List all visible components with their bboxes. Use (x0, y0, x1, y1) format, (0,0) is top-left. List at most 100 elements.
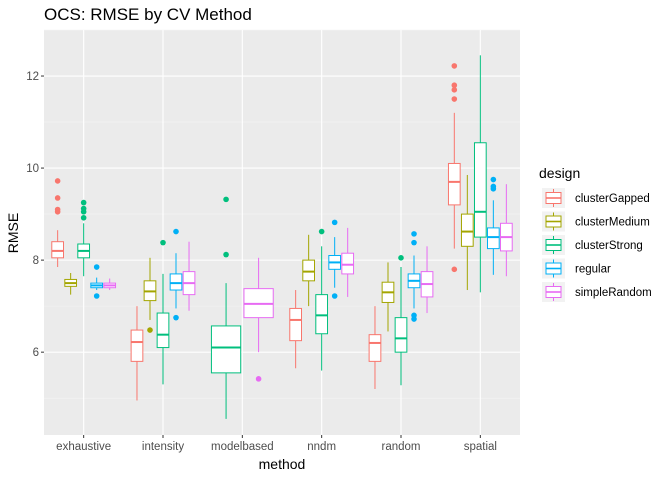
y-axis-title: RMSE (5, 213, 21, 253)
y-tick-label: 8 (33, 255, 39, 267)
outlier-point (147, 327, 153, 333)
box-body (447, 162, 461, 206)
box-regular-intensity (169, 228, 183, 321)
outlier-point (223, 251, 229, 258)
legend-label: regular (575, 264, 611, 276)
box-body (460, 213, 474, 247)
box-body (368, 334, 382, 362)
box-simpleRandom-random (420, 246, 434, 314)
outlier-point (331, 293, 338, 299)
box-regular-nndm (328, 219, 342, 299)
box-simpleRandom-nndm (341, 227, 355, 297)
outlier-point (93, 264, 100, 270)
plot-panel (44, 30, 520, 435)
x-axis: exhaustive intensity modelbased nndm random s… (56, 435, 497, 453)
legend-item-clusterGapped: clusterGapped (542, 188, 650, 208)
box-clusterMedium-exhaustive (64, 273, 78, 295)
box-body (473, 142, 487, 238)
box-body (51, 241, 65, 259)
box-clusterGapped-nndm (289, 290, 303, 369)
y-axis: 6 8 10 12 (26, 71, 44, 359)
outlier-point (318, 228, 325, 235)
box-clusterStrong-modelbased (210, 196, 242, 419)
box-clusterStrong-spatial (473, 55, 487, 293)
box-clusterGapped-random (368, 306, 382, 389)
legend-item-clusterStrong: clusterStrong (542, 235, 643, 255)
legend-label: clusterStrong (575, 240, 643, 252)
outlier-point (173, 228, 179, 235)
box-body (394, 317, 408, 353)
outlier-point (411, 239, 417, 246)
legend-item-clusterMedium: clusterMedium (542, 211, 650, 232)
y-tick-label: 10 (26, 163, 39, 175)
legend-label: clusterMedium (575, 217, 650, 229)
box-body (341, 252, 355, 275)
x-tick-label: random (382, 441, 421, 453)
outlier-point (80, 214, 87, 221)
legend-item-simpleRandom: simpleRandom (542, 282, 652, 302)
box-clusterGapped-exhaustive (51, 178, 65, 268)
outlier-point (331, 219, 338, 226)
chart-title: OCS: RMSE by CV Method (44, 5, 252, 24)
box-regular-exhaustive (90, 264, 104, 299)
box-body (315, 294, 329, 335)
y-tick-label: 12 (26, 71, 39, 83)
outlier-point (93, 293, 100, 299)
box-body (130, 329, 144, 362)
outlier-point (451, 96, 458, 102)
box-clusterGapped-intensity (130, 306, 144, 401)
outlier-point (255, 376, 262, 382)
x-tick-label: spatial (464, 441, 497, 453)
box-clusterStrong-nndm (315, 228, 329, 371)
x-tick-label: modelbased (211, 441, 274, 453)
outlier-point (398, 255, 404, 261)
outlier-point (54, 178, 61, 184)
x-tick-label: nndm (307, 441, 336, 453)
outlier-point (451, 63, 458, 69)
outlier-point (223, 196, 229, 203)
outlier-point (54, 195, 61, 201)
box-simpleRandom-modelbased (243, 257, 274, 382)
outlier-point (490, 183, 497, 190)
box-regular-random (407, 231, 421, 322)
outlier-point (80, 205, 87, 212)
box-body (302, 259, 316, 282)
box-simpleRandom-intensity (182, 241, 196, 311)
box-group (51, 55, 513, 419)
box-clusterStrong-exhaustive (77, 199, 91, 277)
box-clusterStrong-intensity (156, 239, 170, 385)
outlier-point (451, 82, 458, 89)
grid-minor-lines (44, 29, 520, 399)
legend-label: clusterGapped (575, 193, 650, 205)
outlier-point (411, 312, 417, 319)
box-clusterMedium-spatial (460, 174, 474, 291)
outlier-point (80, 199, 87, 206)
box-body (169, 273, 183, 291)
x-axis-title: method (259, 456, 306, 472)
box-body (210, 325, 242, 374)
outlier-point (54, 206, 61, 213)
box-simpleRandom-exhaustive (103, 278, 117, 291)
outlier-point (173, 314, 179, 321)
box-regular-spatial (486, 176, 500, 275)
box-simpleRandom-spatial (499, 184, 513, 277)
box-body (486, 227, 500, 250)
box-body (156, 312, 170, 349)
box-body (289, 307, 303, 342)
box-clusterMedium-intensity (143, 257, 157, 333)
legend-title: design (539, 165, 580, 181)
box-clusterStrong-random (394, 255, 408, 386)
outlier-point (490, 176, 497, 183)
outlier-point (411, 231, 417, 237)
legend-item-regular: regular (542, 258, 611, 279)
x-tick-label: exhaustive (56, 441, 111, 453)
box-clusterGapped-spatial (447, 63, 461, 273)
x-tick-label: intensity (142, 441, 184, 453)
outlier-point (451, 266, 458, 273)
box-clusterMedium-nndm (302, 234, 316, 307)
outlier-point (451, 87, 458, 93)
box-clusterMedium-random (381, 262, 395, 332)
legend: design clusterGapped clusterMedium cluster… (539, 165, 652, 302)
legend-label: simpleRandom (575, 287, 652, 299)
